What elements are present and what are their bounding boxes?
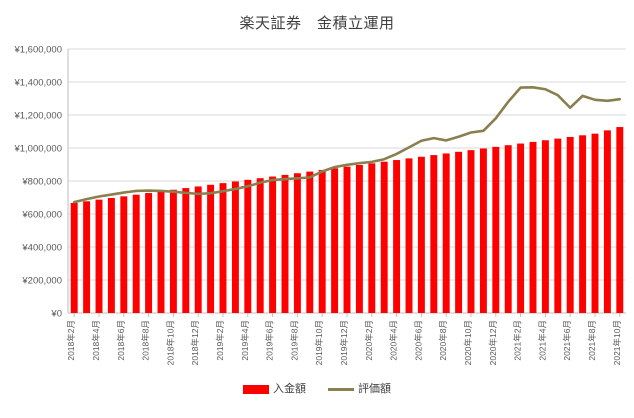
- x-axis-label: 2021年6月: [562, 320, 572, 361]
- bar: [293, 173, 301, 313]
- bar: [554, 138, 562, 313]
- bar: [603, 130, 611, 313]
- bar: [70, 202, 78, 313]
- bar: [529, 141, 537, 313]
- bar: [132, 194, 140, 313]
- bar: [417, 156, 425, 313]
- x-axis-label: 2021年8月: [587, 320, 597, 361]
- bar: [393, 160, 401, 313]
- bar: [169, 189, 177, 313]
- x-axis-label: 2018年4月: [91, 320, 101, 361]
- bar: [355, 164, 363, 313]
- bar: [194, 186, 202, 313]
- bar: [579, 135, 587, 313]
- chart-legend: 入金額 評価額: [0, 384, 634, 395]
- bar: [95, 199, 103, 313]
- bar: [256, 178, 264, 313]
- x-axis-label: 2018年6月: [116, 320, 126, 361]
- bar: [442, 153, 450, 313]
- bar: [591, 133, 599, 313]
- y-axis-label: ¥200,000: [21, 276, 62, 287]
- bar: [541, 140, 549, 313]
- y-axis-label: ¥400,000: [21, 243, 62, 254]
- x-axis-label: 2019年6月: [265, 320, 275, 361]
- x-axis-labels-group: 2018年2月 2018年4月 2018年6月 2018年8月 2018年10月 2018…: [66, 320, 622, 365]
- x-axis-label: 2020年4月: [389, 320, 399, 361]
- bar: [157, 191, 165, 313]
- x-axis-label: 2021年10月: [612, 320, 622, 365]
- bar: [405, 158, 413, 313]
- y-axis-labels-group: ¥0 ¥200,000 ¥400,000 ¥600,000 ¥800,000 ¥1,000…: [13, 45, 62, 320]
- y-axis-label: ¥1,200,000: [13, 111, 62, 122]
- bar: [343, 166, 351, 313]
- bar: [306, 171, 314, 313]
- bar: [219, 183, 227, 313]
- x-axis-label: 2018年8月: [141, 320, 151, 361]
- chart-title: 楽天証券 金積立運用: [239, 15, 395, 32]
- bar: [616, 127, 624, 313]
- bar: [566, 136, 574, 313]
- x-axis-label: 2018年12月: [190, 320, 200, 365]
- bar: [207, 184, 215, 313]
- bar: [269, 176, 277, 313]
- y-axis-label: ¥800,000: [21, 177, 62, 188]
- bar: [281, 174, 289, 313]
- x-axis-label: 2021年4月: [537, 320, 547, 361]
- x-axis-label: 2018年10月: [165, 320, 175, 365]
- legend-bar-swatch-icon: [243, 385, 269, 394]
- bar: [331, 168, 339, 313]
- bar: [145, 193, 153, 313]
- x-axis-label: 2019年10月: [314, 320, 324, 365]
- y-axis-label: ¥1,400,000: [13, 78, 62, 89]
- x-axis-label: 2018年2月: [66, 320, 76, 361]
- x-axis-label: 2020年8月: [438, 320, 448, 361]
- line-path: [72, 85, 622, 204]
- bar: [368, 163, 376, 313]
- bar: [504, 145, 512, 313]
- bar: [455, 151, 463, 313]
- bar: [380, 161, 388, 313]
- bar: [430, 155, 438, 313]
- legend-line-swatch-icon: [328, 388, 354, 391]
- x-axis-label: 2021年2月: [513, 320, 523, 361]
- line-series-group: [72, 85, 622, 204]
- x-axis-label: 2019年12月: [339, 320, 349, 365]
- bar: [467, 150, 475, 313]
- x-axis-label: 2020年2月: [364, 320, 374, 361]
- x-axis-label: 2020年12月: [488, 320, 498, 365]
- bar: [107, 197, 115, 313]
- legend-label-line: 評価額: [358, 383, 391, 395]
- y-axis-label: ¥0: [50, 309, 62, 320]
- bar: [231, 181, 239, 313]
- bar: [120, 196, 128, 313]
- bar: [517, 143, 525, 313]
- bar: [244, 179, 252, 313]
- x-axis-label: 2020年6月: [413, 320, 423, 361]
- legend-label-bar: 入金額: [273, 383, 306, 395]
- x-axis-ticks-group: [73, 313, 621, 317]
- x-axis-label: 2019年8月: [289, 320, 299, 361]
- bar-series-group: [70, 127, 624, 313]
- x-axis-label: 2019年2月: [215, 320, 225, 361]
- x-axis-label: 2020年10月: [463, 320, 473, 365]
- bar: [318, 169, 326, 313]
- y-axis-label: ¥1,600,000: [13, 45, 62, 56]
- bar: [479, 148, 487, 313]
- x-axis-label: 2019年4月: [240, 320, 250, 361]
- y-axis-label: ¥1,000,000: [13, 144, 62, 155]
- bar: [182, 188, 190, 313]
- y-axis-label: ¥600,000: [21, 210, 62, 221]
- bar: [492, 146, 500, 313]
- legend-entry-line[interactable]: 評価額: [328, 384, 391, 395]
- legend-entry-bar[interactable]: 入金額: [243, 384, 306, 395]
- bar: [83, 201, 91, 313]
